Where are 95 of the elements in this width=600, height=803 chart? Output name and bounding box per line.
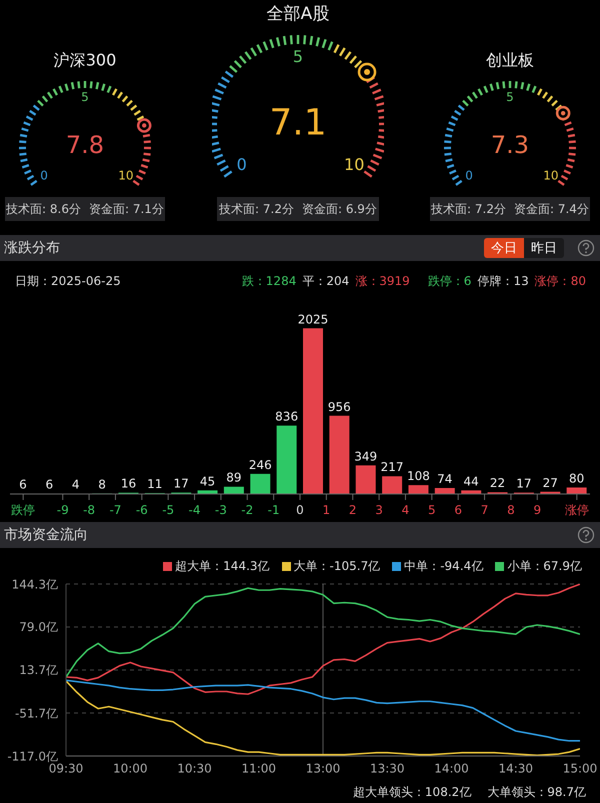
x-tick-label: 跌停 (11, 503, 36, 517)
x-tick-label: -7 (109, 503, 122, 517)
text: 全部A股 (266, 4, 330, 24)
data-label: 4 (72, 478, 80, 492)
text: 10 (118, 168, 134, 183)
x-tick-label: -9 (56, 503, 69, 517)
data-label: 80 (568, 471, 584, 486)
x-tick-label: 10:00 (112, 762, 148, 776)
x-tick-label: 3 (375, 503, 383, 517)
x-tick-label: 1 (322, 503, 330, 517)
chart-subtitle: 日期：2025-06-25 (15, 273, 121, 290)
text: 大单领头：98.7亿 (487, 784, 586, 801)
text: 技术面: 8.6分 (5, 202, 81, 216)
data-label: 108 (407, 469, 430, 484)
text: 平：204 (302, 273, 350, 290)
x-tick-label: 6 (454, 503, 462, 517)
text: 技术面: 7.2分 (430, 202, 506, 216)
data-label: 22 (490, 476, 506, 490)
text: 沪深300 (54, 50, 116, 70)
text: 停牌：13 (477, 273, 529, 290)
text: 0 (236, 154, 247, 174)
x-tick-label: 0 (296, 503, 304, 517)
y-tick-label: 13.7亿 (19, 663, 58, 678)
data-label: 8 (98, 477, 106, 492)
x-tick-label: 15:00 (562, 762, 598, 776)
text: 涨停：80 (534, 273, 586, 290)
data-label: 17 (516, 476, 532, 491)
legend-label: 大单：-105.7亿 (292, 558, 380, 575)
data-label: 836 (275, 410, 298, 424)
x-tick-label: 2 (348, 503, 357, 517)
data-label: 27 (542, 476, 558, 490)
x-tick-label: 11:00 (241, 762, 276, 776)
text: 5 (506, 90, 514, 104)
x-tick-label: -4 (188, 503, 201, 517)
text: 创业板 (486, 50, 534, 70)
data-label: 6 (19, 478, 27, 492)
data-label: 44 (464, 474, 479, 488)
y-tick-label: 79.0亿 (19, 620, 58, 634)
text: 资金面: 7.4分 (514, 202, 589, 216)
data-label: 6 (46, 478, 54, 492)
x-tick-label: -5 (162, 503, 174, 517)
legend-label: 中单：-94.4亿 (403, 558, 484, 575)
x-tick-label: 5 (428, 503, 436, 517)
x-tick-label: 14:30 (498, 762, 534, 776)
data-label: 16 (120, 476, 136, 491)
text: 资金面: 6.9分 (302, 202, 377, 216)
data-label: 7.3 (490, 131, 530, 159)
text: 技术面: 7.2分 (218, 202, 294, 216)
text: 0 (465, 168, 473, 183)
chart-title: 市场资金流向 (4, 526, 88, 544)
data-label: 45 (200, 474, 216, 488)
data-label: 17 (174, 476, 189, 491)
y-tick-label: -117.0亿 (7, 749, 58, 764)
text: 5 (292, 46, 304, 66)
text: 0 (40, 168, 48, 183)
data-label: 7.1 (269, 102, 327, 144)
data-label: 217 (380, 460, 404, 474)
x-tick-label: -1 (268, 503, 280, 517)
data-label: 11 (147, 477, 162, 492)
text: 超大单领头：108.2亿 (352, 784, 472, 801)
data-label: 2025 (298, 312, 328, 326)
text: 今日 (484, 238, 524, 258)
x-tick-label: -6 (136, 503, 148, 517)
chart-title: 涨跌分布 (4, 239, 60, 257)
text: 10 (543, 168, 559, 183)
x-tick-label: 4 (402, 503, 410, 517)
x-tick-label: 8 (507, 503, 515, 517)
text: 涨：3919 (355, 273, 410, 290)
y-tick-label: -51.7亿 (14, 706, 58, 720)
text: 资金面: 7.1分 (89, 202, 164, 216)
data-label: 7.8 (66, 131, 104, 159)
x-tick-label: 09:30 (48, 762, 84, 776)
data-label: 74 (437, 472, 452, 486)
data-label: 956 (328, 400, 351, 414)
x-tick-label: 10:30 (177, 762, 212, 776)
x-tick-label: -2 (241, 503, 254, 517)
text: 10 (344, 154, 364, 174)
data-label: 246 (248, 458, 272, 472)
x-tick-label: -8 (83, 503, 96, 517)
x-tick-label: 13:00 (306, 762, 340, 776)
text: 跌：1284 (242, 273, 296, 290)
data-label: 349 (354, 449, 378, 464)
legend-label: 超大单：144.3亿 (174, 558, 270, 575)
x-tick-label: 涨停 (564, 503, 589, 517)
x-tick-label: 14:00 (434, 762, 469, 776)
x-tick-label: 9 (533, 503, 542, 517)
text: 跌停：6 (428, 273, 472, 290)
text: 昨日 (524, 238, 564, 258)
y-tick-label: 144.3亿 (12, 577, 58, 592)
x-tick-label: 13:30 (370, 762, 405, 776)
x-tick-label: -3 (214, 503, 227, 517)
text: 5 (81, 90, 89, 104)
data-label: 89 (226, 470, 242, 485)
legend-label: 小单：67.9亿 (506, 558, 582, 575)
x-tick-label: 7 (480, 503, 488, 517)
